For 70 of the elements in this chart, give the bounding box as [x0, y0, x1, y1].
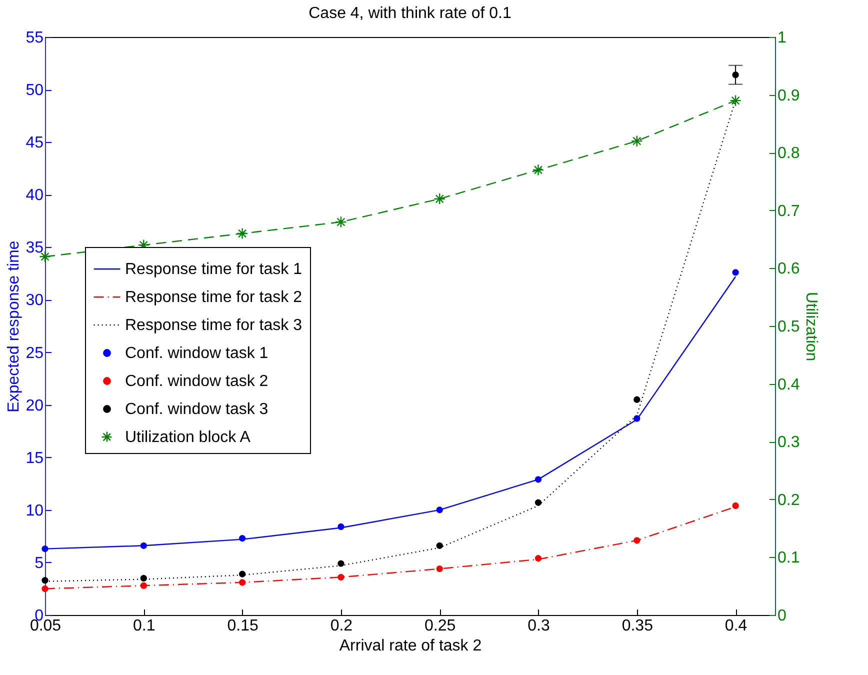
- x-tick-label: 0.1: [133, 618, 156, 634]
- y2-tick-label: 0.4: [778, 376, 800, 394]
- y2-tick-label: 0.2: [778, 492, 800, 509]
- point: [436, 542, 443, 549]
- point: [730, 94, 742, 106]
- point: [631, 135, 643, 147]
- point: [534, 499, 542, 506]
- x-tick-label: 0.15: [227, 618, 258, 634]
- y-tick-label: 20: [26, 397, 44, 414]
- point: [634, 415, 640, 422]
- point: [634, 537, 640, 544]
- x-tick-label: 0.3: [528, 618, 550, 634]
- legend-label: Utilization block A: [125, 429, 251, 446]
- point: [42, 577, 48, 584]
- point: [532, 164, 544, 176]
- y-tick-label: 10: [26, 502, 44, 520]
- point: [140, 574, 147, 582]
- point: [634, 396, 640, 403]
- point: [236, 228, 248, 240]
- point: [338, 560, 344, 567]
- chart-title: Case 4, with think rate of 0.1: [308, 5, 512, 22]
- x-tick-label: 0.2: [330, 618, 353, 634]
- legend-label: Response time for task 1: [125, 261, 302, 278]
- y2-axis-title: Utilization: [802, 292, 820, 362]
- y-tick-label: 40: [26, 187, 44, 204]
- point: [732, 269, 739, 276]
- y-axis-title: Expected response time: [6, 240, 23, 412]
- y-tick-label: 25: [26, 344, 44, 362]
- y-tick-label: 45: [26, 134, 44, 152]
- legend-label: Conf. window task 3: [125, 401, 268, 418]
- legend-label: Conf. window task 1: [125, 345, 268, 362]
- y2-tick-label: 0.7: [778, 202, 800, 220]
- legend-label: Conf. window task 2: [125, 373, 268, 390]
- point: [434, 192, 446, 205]
- point: [335, 216, 347, 228]
- point: [732, 502, 739, 510]
- y-tick-label: 50: [26, 82, 44, 100]
- y-tick-label: 15: [26, 450, 44, 467]
- point: [238, 579, 246, 586]
- y-tick-label: 35: [26, 240, 44, 257]
- y-tick-label: 55: [26, 30, 44, 46]
- y2-tick-label: 0.9: [778, 87, 800, 104]
- point: [238, 534, 246, 542]
- point: [140, 542, 147, 549]
- point: [238, 570, 246, 578]
- point: [338, 523, 344, 530]
- point: [338, 574, 344, 580]
- point: [436, 506, 443, 514]
- y2-tick-label: 0.8: [778, 145, 800, 162]
- y2-tick-label: 1: [778, 30, 786, 46]
- legend-label: Response time for task 3: [125, 317, 302, 334]
- y-tick-label: 30: [26, 292, 44, 310]
- y2-tick-label: 0.6: [778, 260, 800, 278]
- y2-tick-label: 0: [778, 608, 786, 624]
- point: [42, 585, 48, 592]
- x-tick-label: 0.35: [622, 618, 654, 634]
- legend-label: Response time for task 2: [125, 289, 302, 306]
- point: [436, 565, 443, 572]
- point: [42, 545, 48, 552]
- x-axis-title: Arrival rate of task 2: [339, 638, 482, 654]
- x-tick-label: 0.4: [724, 618, 748, 634]
- y2-tick-label: 0.3: [778, 434, 800, 452]
- y2-tick-label: 0.1: [778, 550, 800, 567]
- y2-tick-label: 0.5: [778, 318, 800, 336]
- x-tick-label: 0.05: [30, 618, 62, 634]
- point: [534, 554, 542, 562]
- y-tick-label: 5: [34, 554, 44, 572]
- point: [140, 582, 147, 589]
- x-tick-label: 0.25: [424, 618, 456, 634]
- point: [534, 476, 542, 483]
